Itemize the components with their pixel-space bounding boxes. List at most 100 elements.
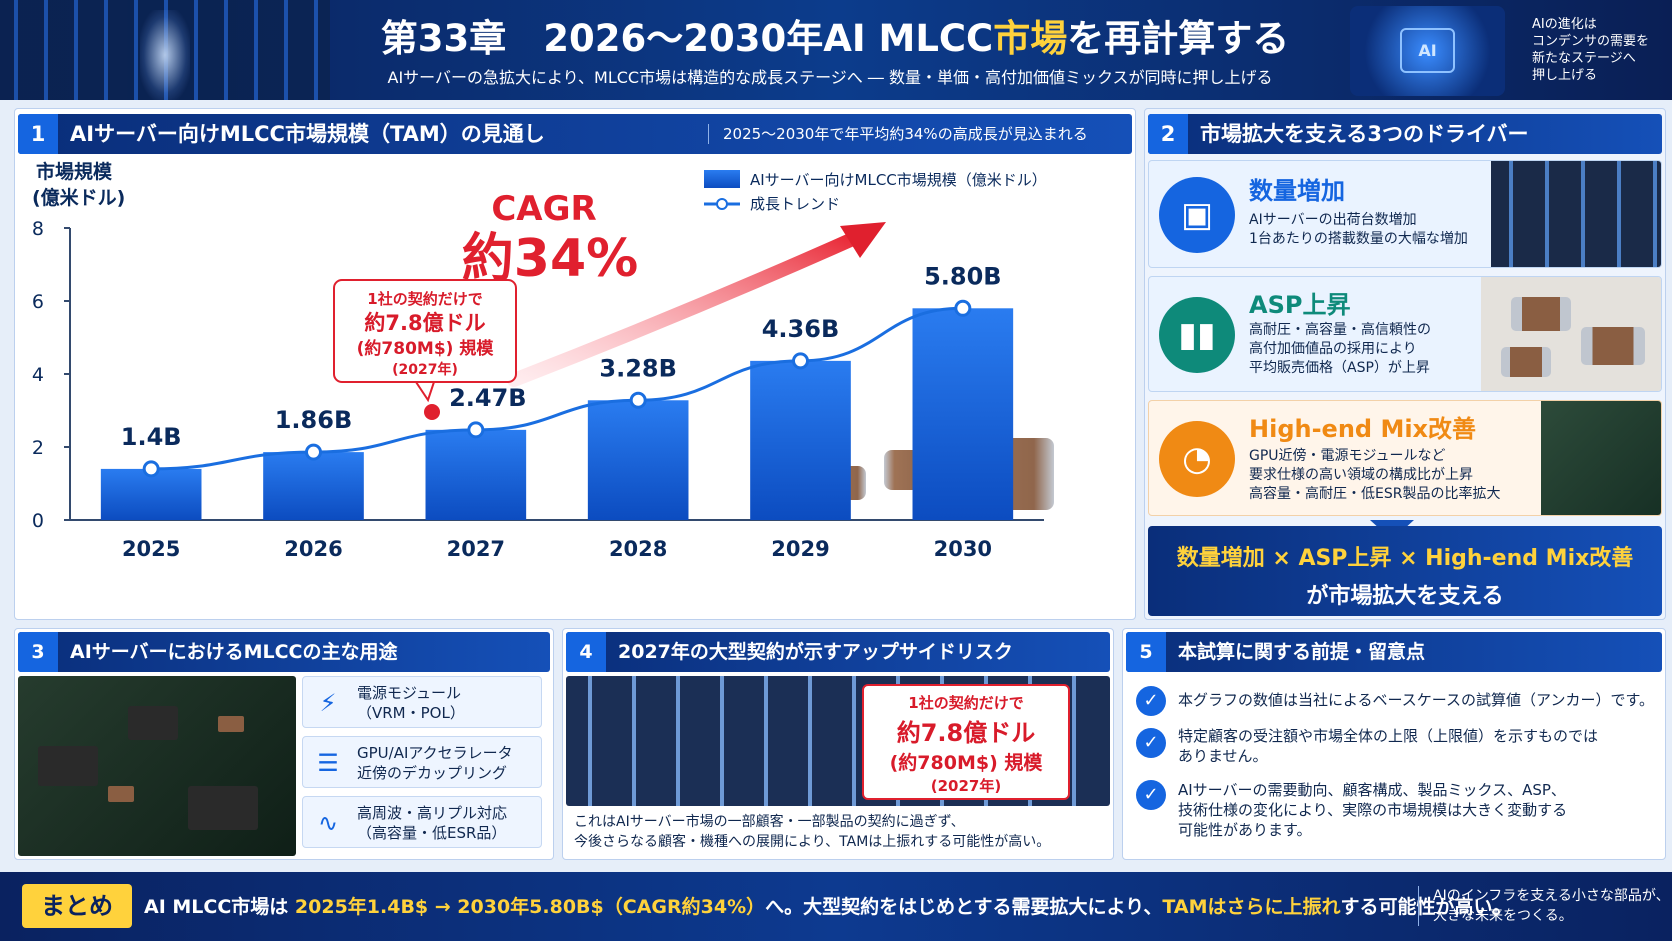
driver-desc: 高耐圧・高容量・高信頼性の 高付加価値品の採用により 平均販売価格（ASP）が上… xyxy=(1249,321,1431,378)
drivers-panel-title: 2 市場拡大を支える3つのドライバー xyxy=(1148,114,1662,154)
use-item-line: GPU/AIアクセラレータ xyxy=(357,744,513,762)
x-tick-label: 2028 xyxy=(609,537,667,561)
x-tick-label: 2029 xyxy=(771,537,829,561)
tam-note: 2025〜2030年で年平均約34%の高成長が見込まれる xyxy=(708,124,1088,144)
trend-point-2025 xyxy=(142,460,160,478)
x-tick-label: 2025 xyxy=(122,537,180,561)
header-side-note: AIの進化は コンデンサの需要を 新たなステージへ 押し上げる xyxy=(1532,16,1668,84)
callout-line: (2027年) xyxy=(392,361,458,378)
footer-side-note: AIのインフラを支える小さな部品が、 大きな未来をつくる。 xyxy=(1418,886,1670,926)
lightning-icon: ⚡ xyxy=(319,689,337,717)
circuit-board-image xyxy=(1541,401,1661,515)
panel-title-text: AIサーバー向けMLCC市場規模（TAM）の見通し xyxy=(70,122,545,146)
panel-number: 1 xyxy=(18,114,58,154)
bar-2026 xyxy=(263,452,364,520)
bar-2030 xyxy=(912,308,1014,520)
side-note-line: コンデンサの需要を xyxy=(1532,34,1650,49)
driver-title: High-end Mix改善 xyxy=(1249,415,1477,443)
legend-line-marker xyxy=(716,198,728,210)
footer-text: AI MLCC市場は 2025年1.4B$ → 2030年5.80B$（CAGR… xyxy=(144,892,1512,919)
chip-label: AI xyxy=(1400,28,1455,73)
cagr-arrow xyxy=(507,227,871,387)
server-icon: ☰ xyxy=(317,749,339,777)
driver-title: ASP上昇 xyxy=(1249,291,1351,319)
panel-number: 5 xyxy=(1126,632,1166,672)
title-text-end: を再計算する xyxy=(1067,17,1290,60)
x-tick-label: 2030 xyxy=(934,537,992,561)
callout-line: 1社の契約だけで xyxy=(908,694,1024,712)
mlcc-components-image xyxy=(1481,277,1661,391)
chip-icon: ▣ xyxy=(1159,177,1235,253)
footer-highlight: 2025年1.4B$ → 2030年5.80B$（CAGR約34%） xyxy=(294,896,766,918)
driver-desc: GPU近傍・電源モジュールなど 要求仕様の高い領域の構成比が上昇 高容量・高耐圧… xyxy=(1249,447,1500,504)
notes-panel-title: 5 本試算に関する前提・留意点 xyxy=(1126,632,1662,672)
x-tick-label: 2027 xyxy=(447,537,505,561)
footer-label: まとめ xyxy=(22,884,132,928)
y-tick-label: 2 xyxy=(32,437,44,459)
note-line: 技術仕様の変化により、実際の市場規模は大きく変動する xyxy=(1178,801,1568,819)
drivers-summary: 数量増加 × ASP上昇 × High-end Mix改善 が市場拡大を支える xyxy=(1148,526,1662,616)
callout-line: 約7.8億ドル xyxy=(364,311,485,335)
uses-panel-title: 3 AIサーバーにおけるMLCCの主な用途 xyxy=(18,632,550,672)
check-icon: ✓ xyxy=(1136,728,1166,758)
callout-line: (約780M$) 規模 xyxy=(357,338,495,359)
header-banner: AI 第33章 2026〜2030年AI MLCC市場を再計算する AIサーバー… xyxy=(0,0,1672,100)
data-label-2028: 3.28B xyxy=(599,354,677,382)
trend-point-2028 xyxy=(629,391,647,409)
panel-title-text: 本試算に関する前提・留意点 xyxy=(1178,641,1426,663)
callout-amount: 約7.8億ドル xyxy=(896,719,1036,747)
note-line: 可能性があります。 xyxy=(1178,821,1312,839)
check-icon: ✓ xyxy=(1136,686,1166,716)
use-item-line: （VRM・POL） xyxy=(357,704,465,722)
callout-line: 1社の契約だけで xyxy=(367,290,482,308)
y-tick-label: 0 xyxy=(32,510,44,532)
footer-text-part: する可能性が高い。 xyxy=(1340,896,1512,918)
use-item-decoupling: ☰ GPU/AIアクセラレータ 近傍のデカップリング xyxy=(302,736,542,788)
y-tick-label: 6 xyxy=(32,291,44,313)
panel-title-text: 市場拡大を支える3つのドライバー xyxy=(1200,122,1529,146)
data-label-2026: 1.86B xyxy=(275,406,353,434)
y-axis-label: 市場規模 xyxy=(36,160,113,183)
panel-title-text: 2027年の大型契約が示すアップサイドリスク xyxy=(618,641,1013,663)
cagr-arrowhead-icon xyxy=(840,222,886,258)
callout-year: (2027年) xyxy=(930,777,1002,795)
upside-text-line: これはAIサーバー市場の一部顧客・一部製品の契約に過ぎず、 xyxy=(574,814,965,830)
title-text: 第33章 2026〜2030年AI MLCC xyxy=(380,17,994,60)
callout-marker xyxy=(424,404,440,420)
bar-2025 xyxy=(100,468,202,520)
driver-desc: AIサーバーの出荷台数増加 1台あたりの搭載数量の大幅な増加 xyxy=(1249,211,1468,249)
title-highlight: 市場 xyxy=(993,17,1068,60)
tam-panel-title: 1 AIサーバー向けMLCC市場規模（TAM）の見通し 2025〜2030年で年平… xyxy=(18,114,1132,154)
driver-desc-line: 要求仕様の高い領域の構成比が上昇 xyxy=(1249,467,1473,483)
use-item-power-module: ⚡ 電源モジュール （VRM・POL） xyxy=(302,676,542,728)
callout-line: (約780M$) 規模 xyxy=(889,752,1043,774)
upside-panel-title: 4 2027年の大型契約が示すアップサイドリスク xyxy=(566,632,1110,672)
use-item-high-frequency: ∿ 高周波・高リプル対応 （高容量・低ESR品） xyxy=(302,796,542,848)
ai-chip-image: AI xyxy=(1350,6,1505,96)
y-axis-label: (億米ドル) xyxy=(32,186,125,209)
legend-bar-swatch xyxy=(704,170,740,188)
bar-2029 xyxy=(750,360,851,520)
footer-text-part: へ。大型契約をはじめとする需要拡大により、 xyxy=(765,896,1163,918)
waveform-icon: ∿ xyxy=(317,809,339,837)
driver-card-asp: ▮▮ ASP上昇 高耐圧・高容量・高信頼性の 高付加価値品の採用により 平均販売… xyxy=(1148,276,1662,392)
server-rack-image xyxy=(1491,161,1661,267)
trend-point-2027 xyxy=(467,421,485,439)
driver-desc-line: 高容量・高耐圧・低ESR製品の比率拡大 xyxy=(1249,486,1501,502)
data-label-2025: 1.4B xyxy=(121,423,182,451)
trend-line xyxy=(151,306,963,471)
use-item-line: 電源モジュール xyxy=(357,684,461,702)
footer-side-line: AIのインフラを支える小さな部品が、 xyxy=(1433,888,1670,904)
use-item-text: 電源モジュール （VRM・POL） xyxy=(357,683,465,723)
use-item-line: 高周波・高リプル対応 xyxy=(357,804,508,822)
datacenter-image xyxy=(0,0,330,100)
driver-desc-line: 平均販売価格（ASP）が上昇 xyxy=(1249,360,1430,376)
trend-point-2030 xyxy=(954,299,972,317)
note-line: 特定顧客の受注額や市場全体の上限（上限値）を示すものでは xyxy=(1178,727,1599,745)
contract-callout: 1社の契約だけで 約7.8億ドル (約780M$) 規模 (2027年) xyxy=(862,684,1070,800)
panel-number: 3 xyxy=(18,632,58,672)
use-item-text: 高周波・高リプル対応 （高容量・低ESR品） xyxy=(357,803,507,843)
driver-title: 数量増加 xyxy=(1249,177,1345,205)
notes-list: ✓ 本グラフの数値は当社によるベースケースの試算値（アンカー）です。 ✓ 特定顧… xyxy=(1130,684,1660,854)
upside-text-line: 今後さらなる顧客・機種への展開により、TAMは上振れする可能性が高い。 xyxy=(574,834,1051,850)
